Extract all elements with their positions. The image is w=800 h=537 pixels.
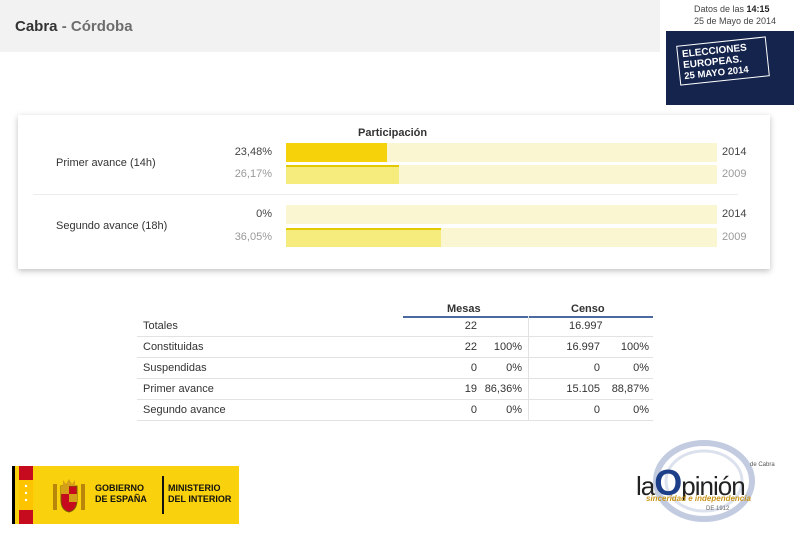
header-bar: Cabra - Córdoba bbox=[0, 0, 660, 52]
title-separator: - bbox=[57, 18, 71, 35]
year-segundo-2014: 2014 bbox=[722, 208, 747, 220]
spain-flag-icon bbox=[19, 466, 33, 524]
bar-primer-2009 bbox=[286, 165, 399, 184]
bar-track-segundo-2014 bbox=[286, 205, 717, 224]
data-timestamp: Datos de las 14:15 25 de Mayo de 2014 bbox=[694, 3, 776, 27]
mesas-value: 22 bbox=[464, 341, 477, 353]
row-label: Constituidas bbox=[143, 341, 204, 353]
censo-pct: 100% bbox=[620, 341, 649, 353]
pct-segundo-2014: 0% bbox=[256, 208, 272, 220]
table-row: Suspendidas 0 0% 0 0% bbox=[137, 358, 653, 379]
row-label: Suspendidas bbox=[143, 362, 207, 374]
data-date: 25 de Mayo de 2014 bbox=[694, 16, 777, 26]
censo-value: 0 bbox=[593, 362, 600, 374]
censo-value: 15.105 bbox=[566, 383, 600, 395]
logo-divider bbox=[162, 476, 164, 514]
opinion-word-start: la bbox=[636, 471, 655, 501]
mesas-censo-table: Mesas Censo Totales 22 16.997 Constituid… bbox=[137, 303, 653, 421]
opinion-word-big: O bbox=[654, 462, 682, 503]
opinion-de-cabra: de Cabra bbox=[750, 462, 775, 468]
mesas-pct: 0% bbox=[506, 362, 522, 374]
year-primer-2014: 2014 bbox=[722, 146, 747, 158]
row-label: Primer avance bbox=[143, 383, 214, 395]
table-row: Segundo avance 0 0% 0 0% bbox=[137, 400, 653, 421]
pct-primer-2009: 26,17% bbox=[234, 168, 272, 180]
municipality-name: Cabra bbox=[15, 18, 58, 35]
elecciones-europeas-logo: ELECCIONES EUROPEAS. 25 MAYO 2014 bbox=[666, 31, 794, 105]
censo-value: 16.997 bbox=[569, 320, 603, 332]
mesas-header: Mesas bbox=[447, 303, 481, 315]
la-opinion-logo[interactable]: laOpinión de Cabra sinceridad e independ… bbox=[628, 434, 788, 526]
ministerio-line2: DEL INTERIOR bbox=[168, 494, 232, 504]
gobierno-de-espana-logo: GOBIERNO DE ESPAÑA MINISTERIO DEL INTERI… bbox=[12, 466, 239, 524]
row-label: Totales bbox=[143, 320, 178, 332]
bar-track-primer-2009 bbox=[286, 165, 717, 184]
bar-track-segundo-2009 bbox=[286, 228, 717, 247]
mesas-value: 0 bbox=[470, 404, 477, 416]
mesas-value: 0 bbox=[470, 362, 477, 374]
bar-segundo-2009 bbox=[286, 228, 442, 247]
pct-primer-2014: 23,48% bbox=[234, 146, 272, 158]
gobierno-text: GOBIERNO DE ESPAÑA bbox=[95, 483, 147, 505]
group-separator bbox=[33, 194, 738, 195]
data-time: 14:15 bbox=[746, 4, 770, 14]
table-row: Primer avance 19 86,36% 15.105 88,87% bbox=[137, 379, 653, 400]
row-divider bbox=[137, 357, 653, 358]
gobierno-line1: GOBIERNO bbox=[95, 483, 145, 493]
participation-title: Participación bbox=[358, 127, 428, 139]
censo-header-line bbox=[529, 316, 653, 318]
table-row: Totales 22 16.997 bbox=[137, 316, 653, 337]
opinion-wordmark: laOpinión bbox=[636, 462, 746, 504]
mesas-pct: 100% bbox=[493, 341, 522, 353]
data-label: Datos de las bbox=[694, 4, 747, 14]
row-divider bbox=[137, 420, 653, 421]
ministerio-text: MINISTERIO DEL INTERIOR bbox=[168, 483, 231, 505]
row-label: Segundo avance bbox=[143, 404, 226, 416]
mesas-value: 19 bbox=[464, 383, 477, 395]
coat-of-arms-icon bbox=[53, 479, 85, 513]
row-divider bbox=[137, 378, 653, 379]
mesas-pct: 86,36% bbox=[484, 383, 522, 395]
participation-panel: Participación Primer avance (14h) 23,48%… bbox=[18, 115, 770, 269]
group-label-segundo-avance: Segundo avance (18h) bbox=[56, 220, 168, 232]
bar-track-primer-2014 bbox=[286, 143, 717, 162]
opinion-word-end: pinión bbox=[681, 471, 745, 501]
page-title: Cabra - Córdoba bbox=[15, 18, 133, 35]
province-name: Córdoba bbox=[70, 18, 133, 35]
censo-pct: 0% bbox=[633, 404, 649, 416]
mesas-pct: 0% bbox=[506, 404, 522, 416]
gobierno-line2: DE ESPAÑA bbox=[95, 494, 147, 504]
censo-header: Censo bbox=[571, 303, 605, 315]
censo-pct: 0% bbox=[633, 362, 649, 374]
ministerio-line1: MINISTERIO bbox=[168, 483, 221, 493]
mesas-header-line bbox=[403, 316, 528, 318]
globe-ring-icon bbox=[653, 440, 755, 522]
bar-primer-2014 bbox=[286, 143, 388, 162]
year-segundo-2009: 2009 bbox=[722, 231, 747, 243]
opinion-since: DE 1912 bbox=[706, 506, 730, 512]
row-divider bbox=[137, 399, 653, 400]
group-label-primer-avance: Primer avance (14h) bbox=[56, 157, 156, 169]
opinion-slogan: sinceridad e independencia bbox=[646, 494, 751, 503]
mesas-value: 22 bbox=[464, 320, 477, 332]
censo-pct: 88,87% bbox=[611, 383, 649, 395]
year-primer-2009: 2009 bbox=[722, 168, 747, 180]
column-divider bbox=[528, 316, 529, 420]
elections-logo-text: ELECCIONES EUROPEAS. 25 MAYO 2014 bbox=[676, 36, 770, 86]
row-divider bbox=[137, 336, 653, 337]
table-row: Constituidas 22 100% 16.997 100% bbox=[137, 337, 653, 358]
censo-value: 0 bbox=[593, 404, 600, 416]
pct-segundo-2009: 36,05% bbox=[234, 231, 272, 243]
censo-value: 16.997 bbox=[566, 341, 600, 353]
